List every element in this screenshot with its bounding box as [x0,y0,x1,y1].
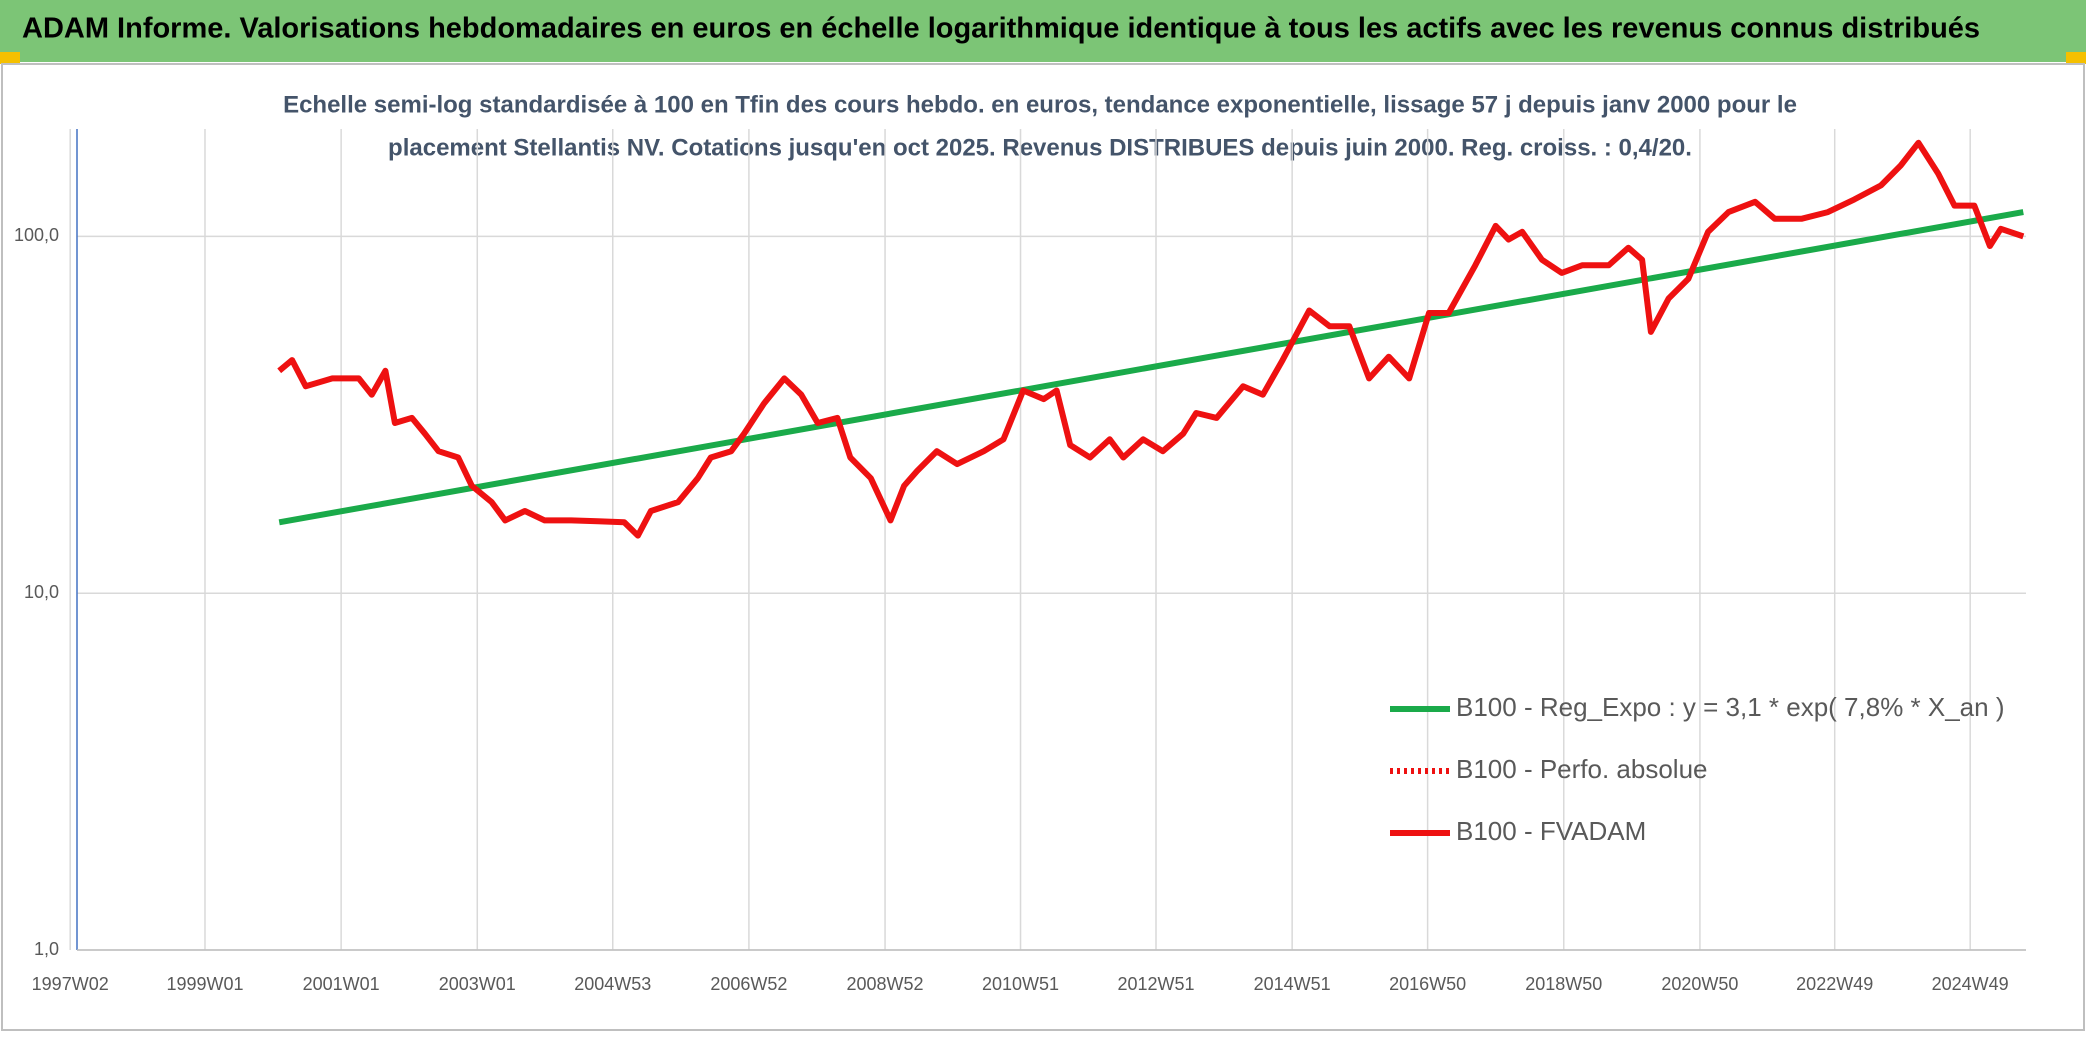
x-tick-label: 2010W51 [982,974,1059,994]
x-tick-label: 2006W52 [710,974,787,994]
legend-label: B100 - FVADAM [1456,816,1646,846]
series-line [277,139,2025,539]
x-tick-label: 2014W51 [1254,974,1331,994]
chart-subtitle: placement Stellantis NV. Cotations jusqu… [388,134,1692,161]
x-tick-label: 2003W01 [439,974,516,994]
chart-title: ADAM Informe. Valorisations hebdomadaire… [22,13,1980,45]
x-tick-label: 2008W52 [847,974,924,994]
legend-label: B100 - Perfo. absolue [1456,754,1708,784]
chart-subtitle: Echelle semi-log standardisée à 100 en T… [283,91,1797,118]
corner [0,52,20,64]
y-tick-label: 100,0 [14,225,59,245]
y-tick-label: 10,0 [24,582,59,602]
x-tick-label: 2018W50 [1525,974,1602,994]
corner [2066,52,2086,64]
x-tick-label: 1997W02 [32,974,109,994]
x-tick-label: 2012W51 [1117,974,1194,994]
x-tick-label: 1999W01 [166,974,243,994]
y-tick-label: 1,0 [34,939,59,959]
x-tick-label: 2020W50 [1661,974,1738,994]
x-tick-label: 2024W49 [1932,974,2009,994]
x-tick-label: 2001W01 [303,974,380,994]
x-tick-label: 2016W50 [1389,974,1466,994]
x-tick-label: 2022W49 [1796,974,1873,994]
legend-label: B100 - Reg_Expo : y = 3,1 * exp( 7,8% * … [1456,692,2005,722]
title-bar [0,0,2086,62]
x-tick-label: 2004W53 [574,974,651,994]
panel-border [1,63,2085,1031]
series-line [278,209,2024,526]
